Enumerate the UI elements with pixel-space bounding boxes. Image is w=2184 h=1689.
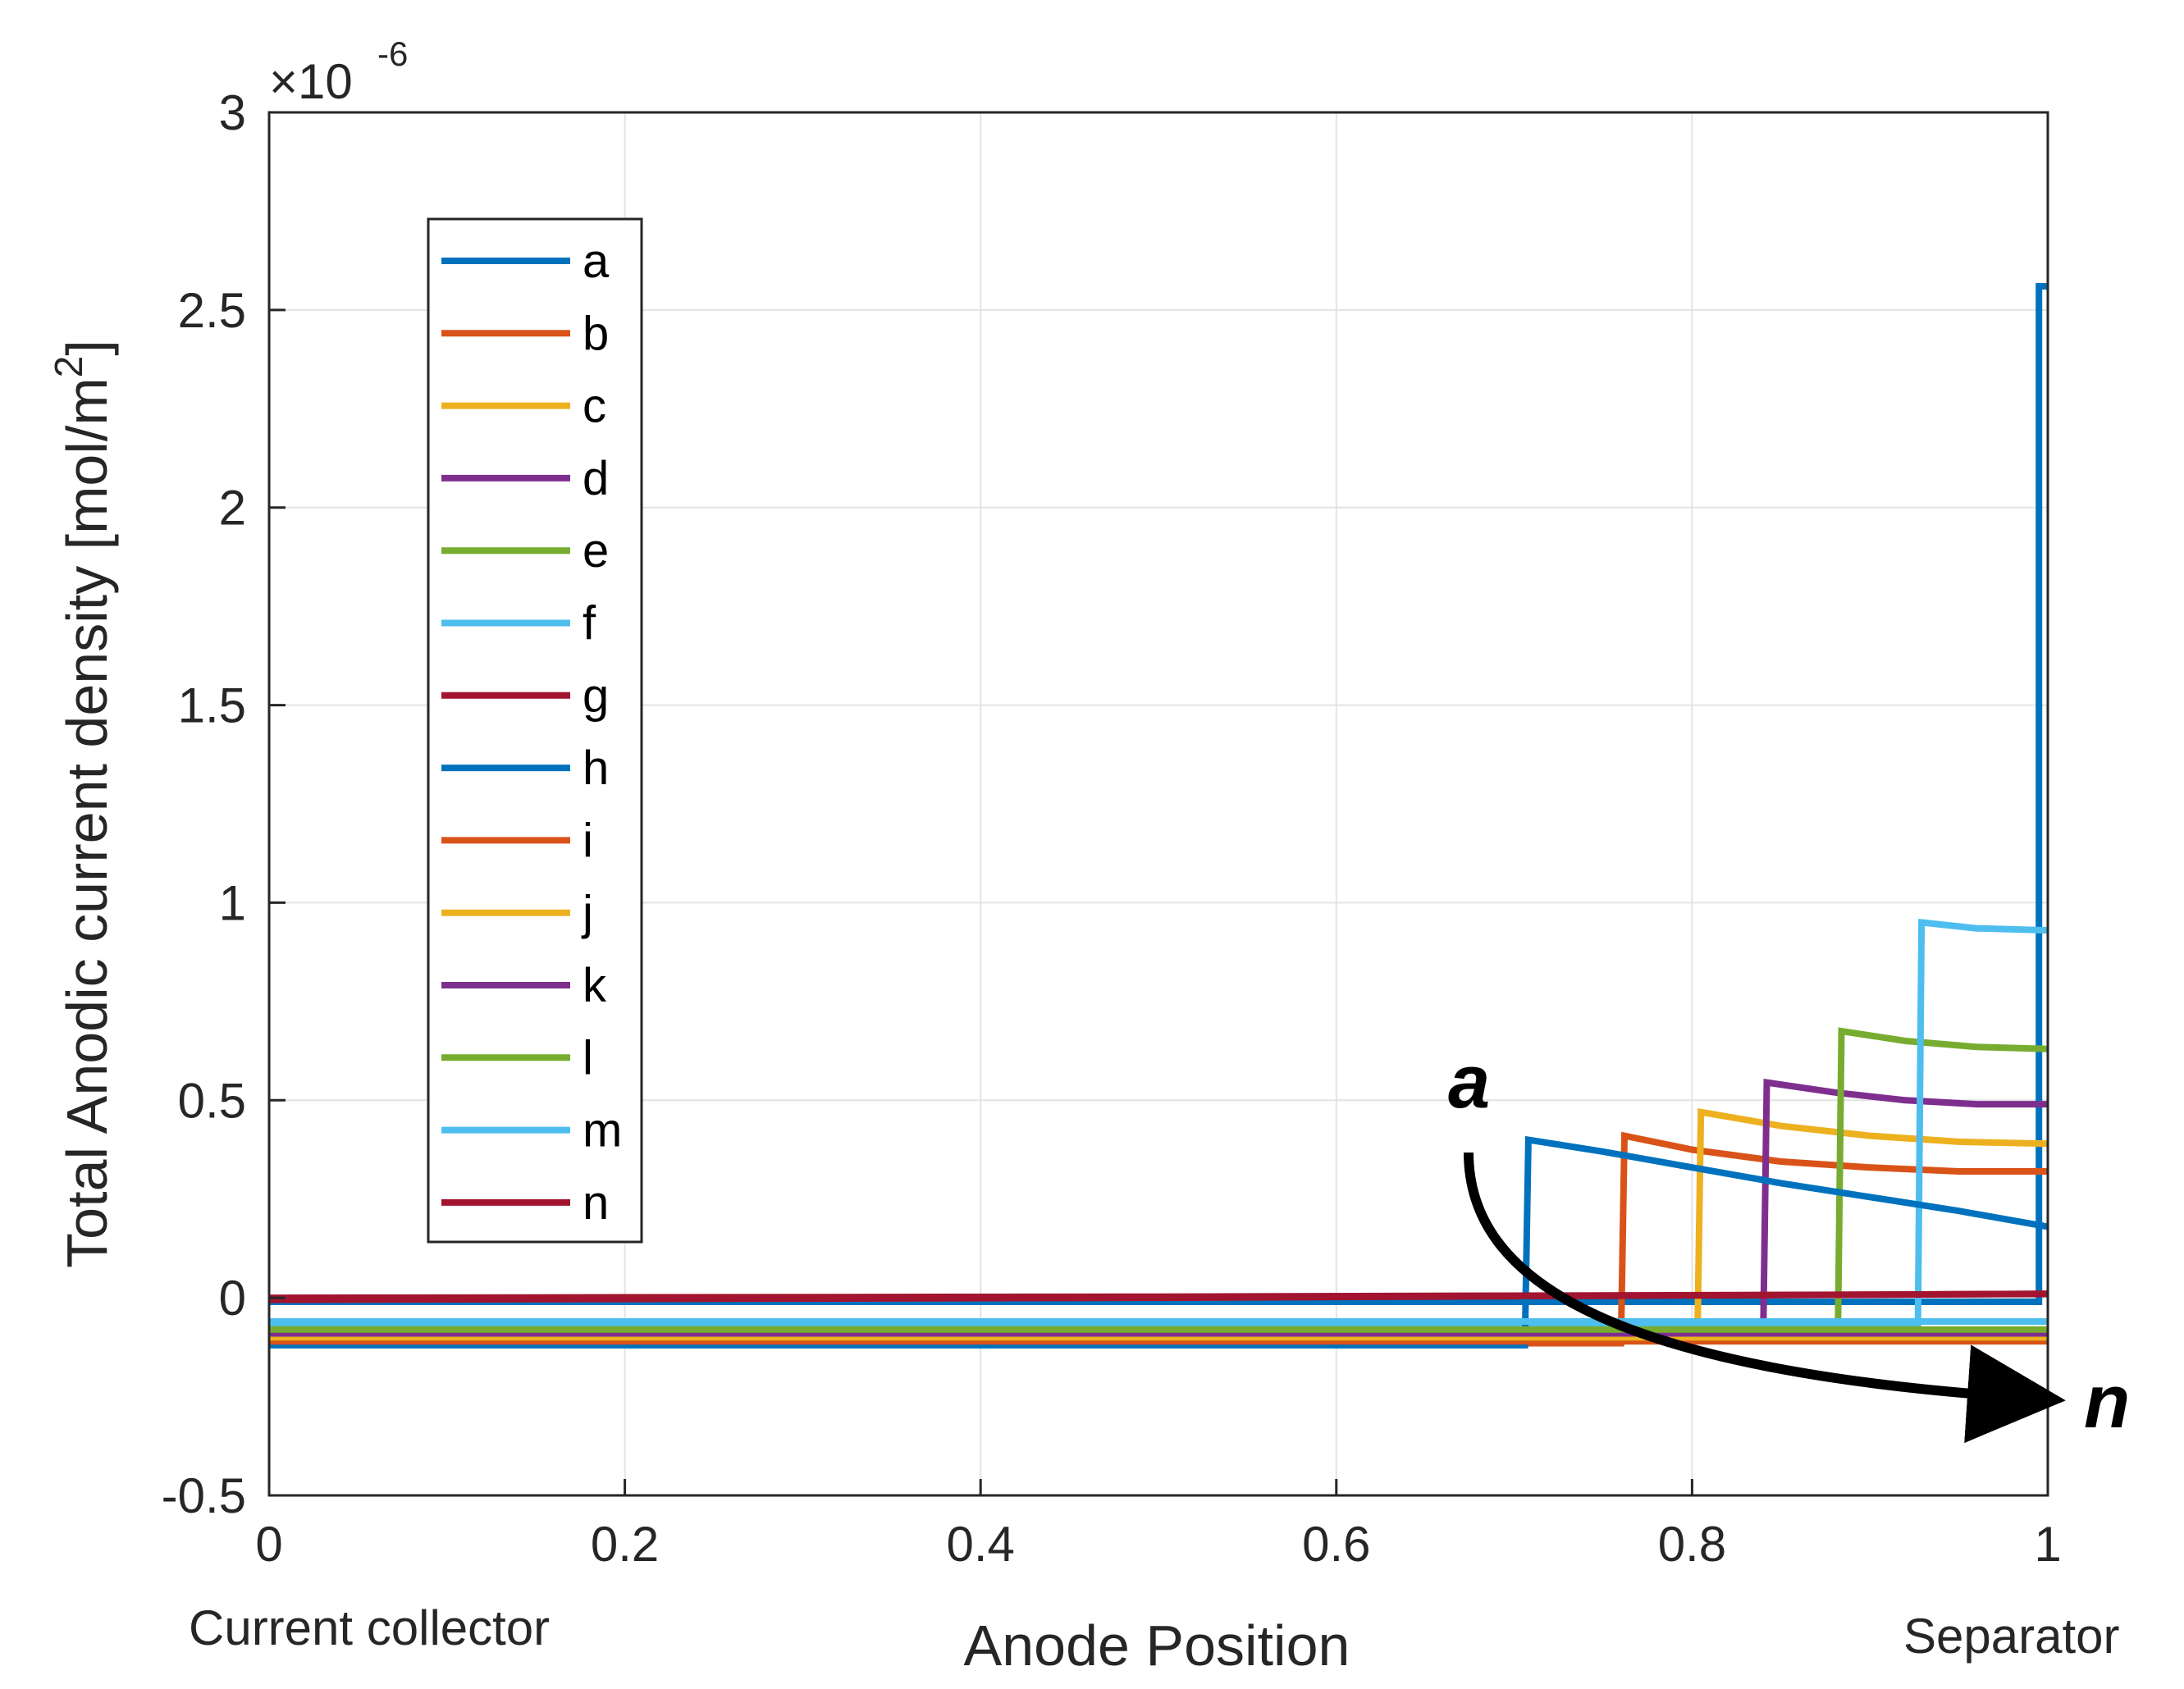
annotation-start: a — [1448, 1040, 1490, 1124]
x-tick-label: 0.6 — [1302, 1517, 1370, 1572]
y-tick-label: 1 — [219, 875, 246, 930]
legend-label-b: b — [583, 307, 609, 360]
legend-label-e: e — [583, 524, 609, 577]
x-tick-label: 1 — [2034, 1517, 2061, 1572]
x-tick-label: 0.4 — [946, 1517, 1014, 1572]
x-right-end-label: Separator — [1903, 1609, 2120, 1664]
x-tick-label: 0.8 — [1658, 1517, 1726, 1572]
x-tick-label: 0.2 — [591, 1517, 659, 1572]
legend-label-n: n — [583, 1176, 609, 1230]
x-left-end-label: Current collector — [189, 1600, 550, 1655]
legend-label-d: d — [583, 452, 609, 505]
y-axis-label: Total Anodic current density [mol/m2] — [48, 340, 119, 1268]
series-line-a — [269, 283, 2048, 1305]
legend-label-g: g — [583, 669, 609, 723]
y-axis-label-close: ] — [55, 340, 119, 355]
annotation-end: n — [2084, 1360, 2130, 1444]
legend-label-j: j — [581, 887, 593, 940]
y-tick-label: 1.5 — [178, 678, 246, 733]
legend-label-k: k — [583, 959, 607, 1012]
trend-arrow — [1464, 1152, 2066, 1444]
y-tick-label: 3 — [219, 85, 246, 140]
series-layer — [268, 283, 2049, 1349]
plot-frame — [267, 111, 2049, 1497]
y-axis-label-main: Total Anodic current density [mol/m — [55, 377, 119, 1267]
legend-label-m: m — [583, 1104, 622, 1157]
legend-label-c: c — [583, 380, 606, 433]
ticks: 0 0.2 0.4 0.6 0.8 1-0.500.511.522.53 — [162, 85, 2062, 1572]
y-tick-label: 0.5 — [178, 1073, 246, 1128]
y-multiplier-exponent: -6 — [377, 34, 408, 73]
series-line-n — [268, 1290, 2049, 1302]
y-axis-label-superscript: 2 — [48, 356, 91, 378]
y-tick-label: 0 — [219, 1271, 246, 1326]
x-tick-label: 0 — [255, 1517, 282, 1572]
y-tick-label: -0.5 — [162, 1468, 246, 1523]
legend-label-f: f — [583, 597, 596, 650]
y-tick-label: 2.5 — [178, 283, 246, 338]
series-line-b — [269, 1131, 2048, 1347]
legend-label-i: i — [583, 814, 593, 867]
y-axis-label-group: Total Anodic current density [mol/m2] — [48, 340, 119, 1268]
y-tick-label: 2 — [219, 481, 246, 536]
legend-label-l: l — [583, 1031, 593, 1084]
legend-label-h: h — [583, 742, 609, 795]
legend-label-a: a — [583, 235, 610, 288]
y-multiplier-base: ×10 — [269, 54, 353, 109]
x-axis-label: Anode Position — [964, 1614, 1350, 1678]
legend-box — [427, 217, 643, 1244]
